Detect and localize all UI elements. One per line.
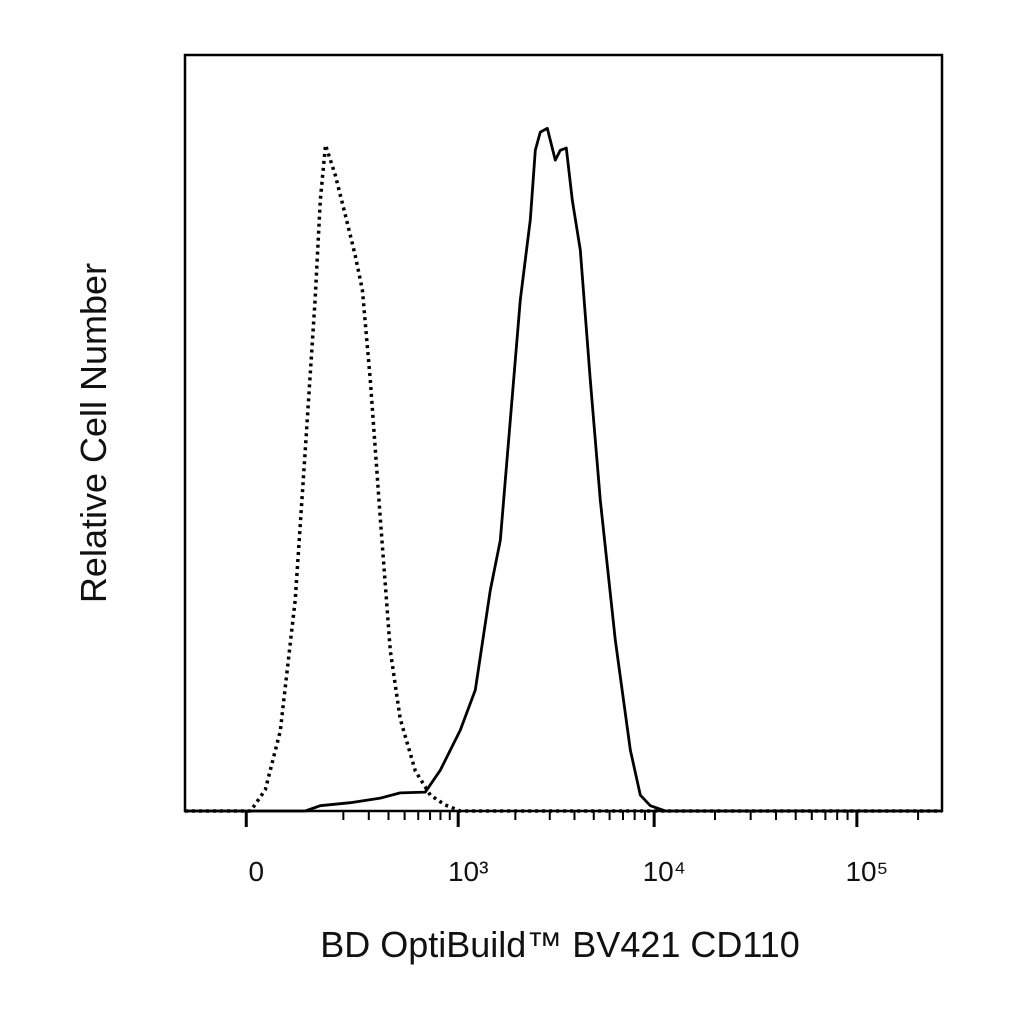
x-tick-label: 0 — [248, 856, 264, 887]
x-axis-title: BD OptiBuild™ BV421 CD110 — [320, 924, 800, 965]
y-axis-title: Relative Cell Number — [73, 263, 114, 603]
x-tick-label: 10³ — [448, 856, 488, 887]
histogram-line — [185, 143, 942, 813]
x-tick-label: 10⁴ — [643, 856, 686, 887]
x-tick-label: 10⁵ — [845, 856, 888, 887]
plot-frame — [183, 53, 944, 813]
histogram-line — [185, 126, 942, 813]
